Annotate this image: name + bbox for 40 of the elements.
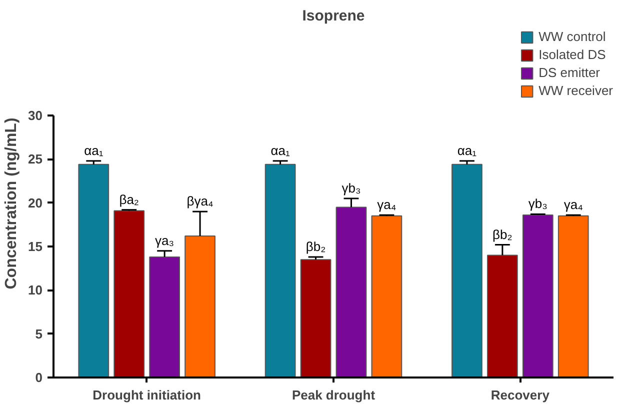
- bar: [522, 214, 554, 378]
- bar: [452, 164, 482, 378]
- bar: [336, 206, 367, 378]
- bar: [558, 215, 589, 378]
- bar: [184, 236, 216, 378]
- data-label: βγa₄: [186, 194, 214, 209]
- y-tick-label: 30: [28, 108, 43, 123]
- legend-label: Isolated DS: [538, 47, 606, 62]
- y-tick-label: 5: [35, 326, 43, 342]
- legend-label: WW receiver: [538, 83, 613, 98]
- x-tick-label: Recovery: [490, 388, 550, 402]
- x-tick-label: Peak drought: [292, 388, 376, 402]
- y-tick-label: 25: [28, 152, 43, 167]
- y-axis-title: Concentration (ng/mL): [3, 118, 20, 290]
- chart-title: Isoprene: [302, 8, 365, 24]
- legend-label: DS emitter: [538, 65, 600, 80]
- data-label: αa₁: [457, 142, 478, 158]
- y-tick-label: 20: [28, 195, 43, 210]
- x-tick-label: Drought initiation: [92, 388, 202, 402]
- data-label: βa₂: [119, 192, 139, 207]
- bar: [487, 254, 518, 378]
- bar: [114, 210, 145, 378]
- y-tick-label: 0: [35, 370, 43, 385]
- data-label: βb₂: [492, 226, 512, 242]
- data-label: αa₁: [270, 142, 290, 158]
- data-label: γb₃: [528, 196, 548, 212]
- bar: [78, 164, 110, 378]
- legend-label: WW control: [538, 29, 606, 44]
- data-label: αa₁: [84, 142, 104, 158]
- data-label: γa₃: [155, 232, 174, 248]
- bar: [264, 164, 296, 378]
- bar: [149, 256, 180, 378]
- bar: [371, 215, 402, 378]
- data-label: γa₄: [564, 197, 583, 212]
- data-label: γb₃: [342, 180, 361, 196]
- y-tick-label: 15: [28, 239, 43, 254]
- y-tick-label: 10: [28, 282, 43, 298]
- data-label: γa₄: [377, 197, 396, 212]
- data-label: βb₂: [306, 238, 326, 254]
- bar: [300, 259, 332, 378]
